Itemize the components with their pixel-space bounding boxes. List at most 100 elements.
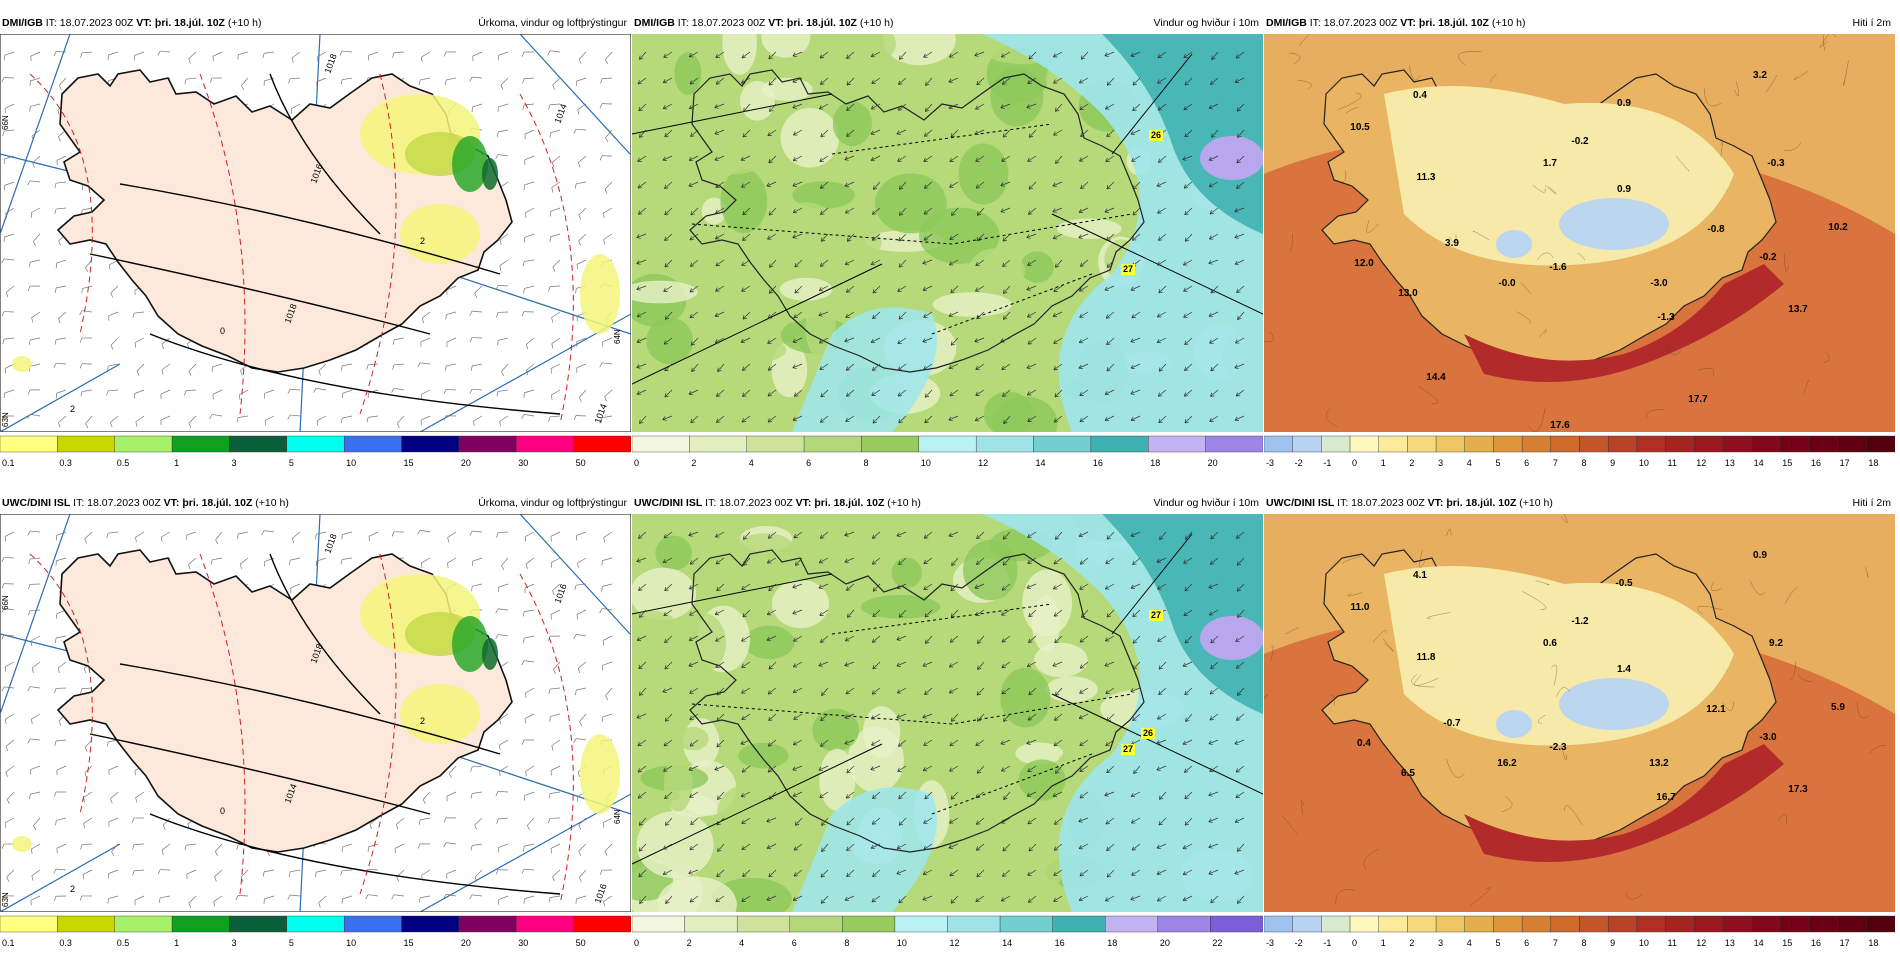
legend-swatch: [516, 916, 573, 932]
latitude-label: 64N: [613, 809, 622, 824]
legend-swatch: [1000, 916, 1053, 932]
legend-label: 14: [1002, 938, 1012, 948]
legend-label: 3: [1438, 458, 1443, 468]
legend-label: 0: [1352, 458, 1357, 468]
legend-swatch: [919, 436, 976, 452]
legend-swatch: [1407, 916, 1436, 932]
legend-swatch: [804, 436, 861, 452]
legend-label: 6: [806, 458, 811, 468]
temperature-label: 1.4: [1617, 664, 1631, 675]
temperature-label: 12.0: [1354, 258, 1374, 269]
legend-label: 12: [1696, 938, 1706, 948]
temperature-label: 3.9: [1445, 238, 1459, 249]
temperature-label: -0.0: [1498, 278, 1516, 289]
temperature-label: 14.4: [1426, 372, 1446, 383]
legend-swatch: [1637, 436, 1666, 452]
legend-swatch: [1694, 436, 1723, 452]
model-name: DMI/IGB: [1266, 17, 1307, 29]
legend-swatch: [1809, 436, 1838, 452]
legend-swatch: [1608, 436, 1637, 452]
temperature-label: -3.0: [1650, 278, 1668, 289]
temperature-label: 3.2: [1753, 70, 1767, 81]
legend-label: 10: [897, 938, 907, 948]
temperature-label: 10.5: [1350, 122, 1370, 133]
legend-swatch: [747, 436, 804, 452]
contour-label: 0: [220, 806, 225, 816]
temperature-label: -0.5: [1615, 578, 1633, 589]
temperature-panel-uwc: UWC/DINI ISL IT: 18.07.2023 00Z VT: þri.…: [1264, 492, 1895, 959]
legend-label: 22: [1212, 938, 1222, 948]
legend-swatch: [1293, 916, 1322, 932]
legend-label: 6: [792, 938, 797, 948]
legend-label: 16: [1093, 458, 1103, 468]
legend-swatch: [1780, 916, 1809, 932]
precip-wind-pressure-panel-uwc: UWC/DINI ISL IT: 18.07.2023 00Z VT: þri.…: [0, 492, 631, 959]
legend-label: 0.1: [2, 938, 15, 948]
legend-label: -3: [1266, 458, 1274, 468]
temperature-label: -3.0: [1759, 732, 1777, 743]
latitude-label: 64N: [613, 329, 622, 344]
lead-time: (+10 h): [228, 17, 262, 29]
legend-label: 0.1: [2, 458, 15, 468]
legend-swatch: [790, 916, 843, 932]
legend-swatch: [57, 916, 114, 932]
temperature-label: 10.2: [1828, 222, 1848, 233]
legend-swatch: [1158, 916, 1211, 932]
legend-label: 18: [1150, 458, 1160, 468]
temperature-label: 13.7: [1788, 304, 1808, 315]
temperature-label: 0.6: [1543, 638, 1557, 649]
legend-label: 10: [921, 458, 931, 468]
legend-label: 13: [1725, 938, 1735, 948]
legend-label: 8: [844, 938, 849, 948]
legend-label: 8: [863, 458, 868, 468]
temperature-label: 16.7: [1656, 792, 1676, 803]
temperature-label: 11.8: [1417, 652, 1436, 663]
legend-swatch: [1206, 436, 1263, 452]
gust-marker: 26: [1149, 130, 1163, 141]
legend-swatch: [1866, 436, 1895, 452]
legend-swatch: [0, 916, 57, 932]
temperature-label: 0.4: [1357, 738, 1371, 749]
legend-swatch: [1210, 916, 1263, 932]
init-time: IT: 18.07.2023 00Z: [1310, 17, 1398, 29]
legend-label: 4: [749, 458, 754, 468]
legend-label: 16: [1055, 938, 1065, 948]
temperature-label: 11.3: [1417, 172, 1436, 183]
legend-label: 15: [404, 458, 414, 468]
legend-label: 0: [634, 458, 639, 468]
legend-swatch: [402, 916, 459, 932]
temperature-label: 13.0: [1398, 288, 1418, 299]
legend-swatch: [842, 916, 895, 932]
lead-time: (+10 h): [887, 497, 921, 509]
valid-time: VT: þri. 18.júl. 10Z: [796, 497, 885, 509]
legend-swatch: [1091, 436, 1148, 452]
legend-label: -2: [1295, 938, 1303, 948]
legend-label: 3: [231, 938, 236, 948]
legend-swatch: [737, 916, 790, 932]
model-name: UWC/DINI ISL: [634, 497, 702, 509]
legend-swatch: [632, 436, 689, 452]
valid-time: VT: þri. 18.júl. 10Z: [768, 17, 857, 29]
valid-time: VT: þri. 18.júl. 10Z: [136, 17, 225, 29]
temperature-label: 17.7: [1688, 394, 1708, 405]
legend-label: -2: [1295, 458, 1303, 468]
temperature-label: -0.2: [1759, 252, 1777, 263]
svg-text:26: 26: [1143, 728, 1153, 738]
legend-label: -3: [1266, 938, 1274, 948]
legend-swatch: [1608, 916, 1637, 932]
legend-label: 11: [1668, 938, 1677, 948]
legend-swatch: [1637, 916, 1666, 932]
legend-swatch: [1264, 436, 1293, 452]
legend-label: 4: [1467, 458, 1472, 468]
legend-label: 3: [1438, 938, 1443, 948]
legend-swatch: [516, 436, 573, 452]
legend-swatch: [1465, 436, 1494, 452]
temperature-label: 0.9: [1617, 184, 1631, 195]
legend-swatch: [1666, 916, 1695, 932]
init-time: IT: 18.07.2023 00Z: [705, 497, 793, 509]
legend-swatch: [1105, 916, 1158, 932]
legend-swatch: [229, 436, 286, 452]
svg-text:27: 27: [1151, 610, 1161, 620]
temperature-label: 17.3: [1788, 784, 1808, 795]
